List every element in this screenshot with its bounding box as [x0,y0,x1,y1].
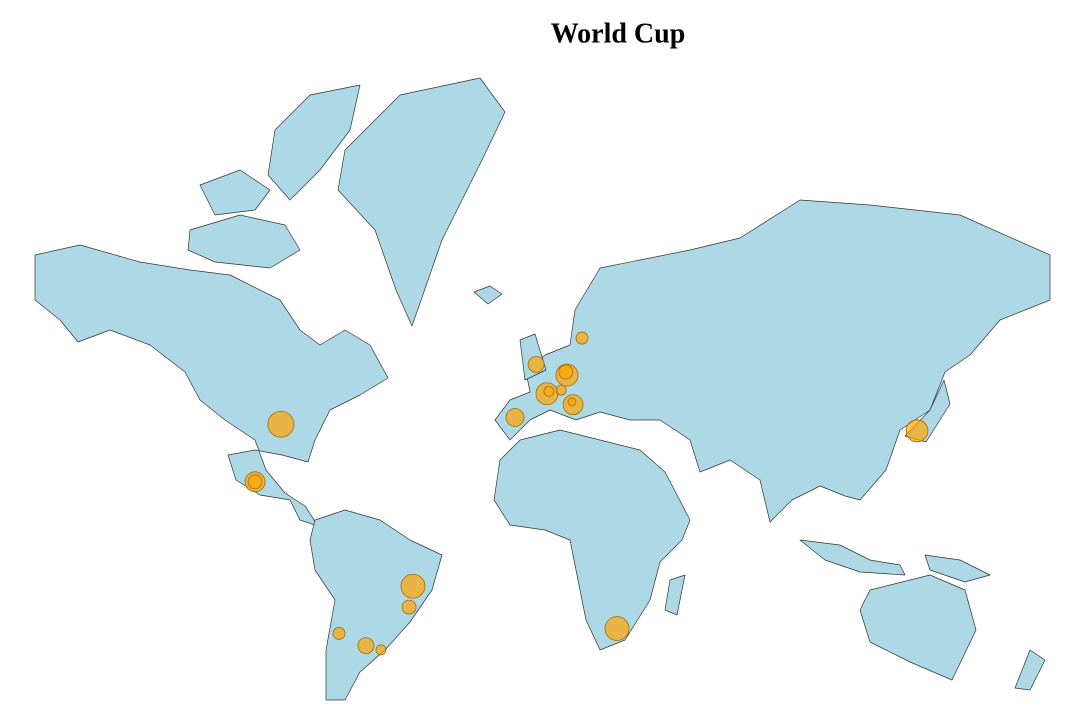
arctic-islands [199,169,271,216]
city-bubble [558,364,574,380]
greenland [337,77,506,327]
city-bubble [555,384,567,396]
city-bubble [604,616,630,641]
city-bubble [543,385,555,397]
iceland [473,285,503,305]
city-bubble [575,331,589,345]
city-bubble [375,644,387,656]
city-bubble [247,474,263,490]
city-bubble [567,397,577,407]
map-title: World Cup [551,18,686,49]
city-bubble [357,637,375,655]
southeast-asia-islands [799,539,906,576]
city-bubble [400,573,426,599]
new-guinea [924,554,991,583]
arctic-islands [187,214,301,269]
city-bubble [505,408,525,427]
city-bubble [332,627,346,640]
city-bubble [527,356,545,373]
city-bubble [401,599,417,615]
bubbles [244,331,929,656]
madagascar [664,574,686,616]
city-bubble [267,410,295,438]
land [34,77,1051,701]
arctic-islands [267,84,361,201]
city-bubble [905,419,929,443]
south-america [309,509,443,701]
north-america [34,244,389,527]
australia [859,574,977,681]
new-zealand [1014,649,1046,691]
africa [493,429,691,651]
